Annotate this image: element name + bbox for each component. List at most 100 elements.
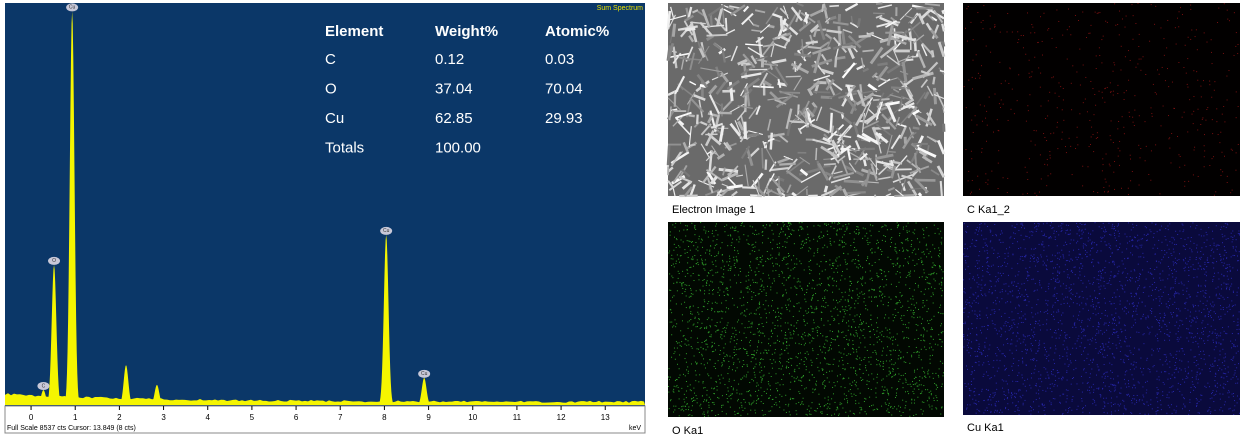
map-dot <box>1153 237 1154 238</box>
map-dot <box>881 334 882 335</box>
map-dot <box>865 283 866 284</box>
map-dot <box>726 413 727 414</box>
map-dot <box>802 227 803 228</box>
map-dot <box>875 296 876 297</box>
map-dot <box>744 311 745 312</box>
map-dot <box>992 397 993 398</box>
map-dot <box>694 355 695 356</box>
map-dot <box>846 227 847 228</box>
map-dot <box>1210 371 1211 372</box>
map-dot <box>1153 248 1154 249</box>
map-dot <box>1061 230 1062 231</box>
map-dot <box>736 260 737 261</box>
sem-flake <box>813 92 830 93</box>
map-dot <box>760 289 761 290</box>
map-dot <box>741 292 742 293</box>
map-dot <box>724 327 725 328</box>
map-dot <box>1067 380 1068 381</box>
map-dot <box>762 333 763 334</box>
map-dot <box>874 252 875 253</box>
map-dot <box>723 277 724 278</box>
map-dot <box>1000 107 1001 108</box>
map-dot <box>702 262 703 263</box>
map-dot <box>1089 387 1090 388</box>
map-dot <box>673 392 674 393</box>
map-dot <box>830 345 831 346</box>
map-dot <box>1035 366 1036 367</box>
map-dot <box>794 263 795 264</box>
map-dot <box>985 118 986 119</box>
map-dot <box>873 405 874 406</box>
map-dot <box>1145 74 1146 75</box>
map-dot <box>914 290 915 291</box>
map-dot <box>1014 113 1015 114</box>
map-dot <box>736 256 737 257</box>
map-dot <box>1032 345 1033 346</box>
map-dot <box>847 228 848 229</box>
map-dot <box>755 282 756 283</box>
map-dot <box>810 414 811 415</box>
map-dot <box>753 368 754 369</box>
map-dot <box>709 253 710 254</box>
map-dot <box>691 410 692 411</box>
map-dot <box>1078 20 1079 21</box>
map-dot <box>686 285 687 286</box>
map-dot <box>1227 176 1228 177</box>
map-dot <box>703 264 704 265</box>
map-dot <box>855 403 856 404</box>
map-dot <box>1195 336 1196 337</box>
map-dot <box>843 309 844 310</box>
map-dot <box>681 304 682 305</box>
map-dot <box>691 363 692 364</box>
map-dot <box>710 359 711 360</box>
map-dot <box>837 224 838 225</box>
map-dot <box>1025 268 1026 269</box>
map-dot <box>1190 9 1191 10</box>
map-dot <box>729 256 730 257</box>
map-dot <box>1060 86 1061 87</box>
map-dot <box>1224 255 1225 256</box>
map-dot <box>834 222 835 223</box>
map-dot <box>710 378 711 379</box>
map-dot <box>785 305 786 306</box>
map-dot <box>843 364 844 365</box>
map-dot <box>987 257 988 258</box>
map-dot <box>1147 358 1148 359</box>
map-dot <box>804 243 805 244</box>
map-dot <box>740 313 741 314</box>
map-dot <box>688 328 689 329</box>
map-dot <box>820 261 821 262</box>
map-dot <box>893 350 894 351</box>
map-dot <box>982 148 983 149</box>
map-dot <box>866 384 867 385</box>
map-dot <box>780 354 781 355</box>
map-dot <box>940 339 941 340</box>
map-dot <box>931 329 932 330</box>
map-dot <box>828 406 829 407</box>
map-dot <box>672 297 673 298</box>
map-dot <box>673 412 674 413</box>
map-dot <box>1092 403 1093 404</box>
map-dot <box>733 389 734 390</box>
map-dot <box>1198 176 1199 177</box>
map-dot <box>943 271 944 272</box>
map-dot <box>1237 346 1238 347</box>
map-dot <box>677 379 678 380</box>
map-dot <box>898 225 899 226</box>
map-dot <box>1002 388 1003 389</box>
map-dot <box>1206 239 1207 240</box>
map-dot <box>922 229 923 230</box>
map-dot <box>1140 368 1141 369</box>
map-dot <box>1111 364 1112 365</box>
map-dot <box>1196 29 1197 30</box>
map-dot <box>942 331 943 332</box>
map-dot <box>1056 333 1057 334</box>
map-dot <box>734 265 735 266</box>
map-dot <box>922 391 923 392</box>
map-dot <box>674 319 675 320</box>
sem-flake <box>780 92 800 93</box>
map-dot <box>849 276 850 277</box>
map-dot <box>830 243 831 244</box>
map-dot <box>929 398 930 399</box>
map-dot <box>756 268 757 269</box>
